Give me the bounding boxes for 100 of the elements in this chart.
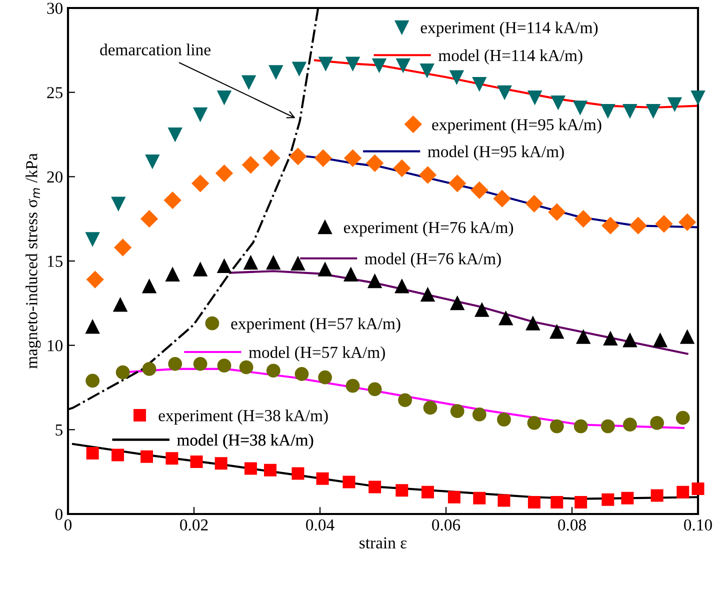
point	[398, 393, 412, 408]
point	[692, 482, 704, 495]
x-tick-label: 0	[64, 519, 72, 531]
point	[527, 416, 542, 430]
point	[498, 85, 512, 100]
point	[600, 104, 615, 118]
x-tick-label: 0.04	[306, 519, 334, 531]
x-tick-label: 0.06	[432, 519, 460, 531]
point	[114, 238, 132, 256]
point	[498, 311, 513, 326]
point	[86, 447, 99, 460]
point	[142, 362, 156, 376]
point	[145, 154, 160, 168]
point	[86, 271, 104, 288]
point	[623, 333, 637, 348]
point	[394, 279, 409, 294]
point	[602, 493, 614, 506]
y-tick-label: 15	[48, 256, 62, 267]
point	[166, 268, 180, 282]
point	[292, 62, 306, 76]
point	[140, 450, 153, 463]
point	[262, 150, 280, 167]
point	[86, 232, 100, 246]
point	[526, 195, 543, 212]
point	[217, 358, 232, 373]
point	[668, 97, 682, 112]
point	[470, 182, 488, 199]
point	[168, 128, 182, 142]
point	[396, 58, 410, 72]
point	[396, 484, 408, 497]
point	[368, 274, 382, 288]
point	[168, 356, 182, 371]
point	[576, 330, 590, 344]
point	[164, 192, 182, 209]
point	[420, 63, 434, 78]
point	[289, 148, 306, 165]
point	[573, 100, 588, 114]
point	[244, 462, 257, 475]
y-tick-label: 0	[55, 508, 63, 520]
point	[676, 410, 690, 425]
point	[318, 262, 332, 276]
point	[192, 174, 209, 192]
point	[318, 370, 332, 384]
point	[244, 256, 258, 270]
point	[474, 302, 489, 317]
point	[113, 298, 128, 312]
point	[528, 496, 540, 508]
point	[655, 215, 673, 232]
point	[291, 256, 305, 270]
point	[603, 332, 618, 346]
point	[678, 214, 696, 231]
point	[344, 150, 362, 167]
point	[650, 489, 664, 502]
point	[193, 262, 208, 276]
point	[680, 330, 694, 344]
point	[528, 90, 542, 104]
point	[526, 316, 540, 330]
point	[112, 448, 124, 462]
point	[314, 150, 332, 167]
legend-label: model (H=38 kA/m)	[177, 434, 314, 450]
x-tick-label: 0.10	[684, 519, 712, 531]
point	[623, 104, 637, 118]
point	[86, 320, 100, 334]
y-tick-label: 25	[47, 87, 62, 98]
point	[450, 404, 464, 418]
y-tick-label: 10	[48, 340, 63, 352]
point	[630, 217, 647, 234]
legend-label: model (H=114 kA/m)	[438, 49, 582, 65]
point	[190, 455, 203, 468]
point	[550, 419, 564, 434]
point	[193, 356, 208, 371]
point	[368, 382, 382, 396]
point	[574, 210, 592, 228]
point	[266, 364, 280, 378]
legend-label: model (H=57 kA/m)	[248, 346, 385, 362]
legend-label: experiment (H=57 kA/m)	[231, 318, 400, 333]
point	[691, 90, 705, 104]
point	[420, 288, 435, 302]
legend-label: model (H=95 kA/m)	[428, 146, 564, 161]
legend-label: experiment (H=38 kA/m)	[158, 410, 328, 425]
point	[346, 378, 360, 393]
y-tick-label: 30	[47, 2, 63, 14]
point	[217, 90, 232, 104]
point	[166, 452, 178, 465]
point	[550, 324, 564, 339]
point	[266, 256, 280, 270]
point	[574, 496, 588, 508]
legend-label: experiment (H=95 kA/m)	[432, 118, 602, 134]
point	[239, 360, 254, 374]
point	[294, 367, 309, 381]
point	[346, 56, 360, 71]
point	[498, 494, 510, 507]
point	[393, 160, 410, 177]
point	[142, 279, 156, 294]
point	[497, 412, 511, 426]
point	[494, 190, 511, 208]
point	[551, 96, 566, 110]
point	[450, 296, 464, 310]
point	[366, 154, 384, 172]
x-tick-label: 0.02	[180, 519, 208, 531]
